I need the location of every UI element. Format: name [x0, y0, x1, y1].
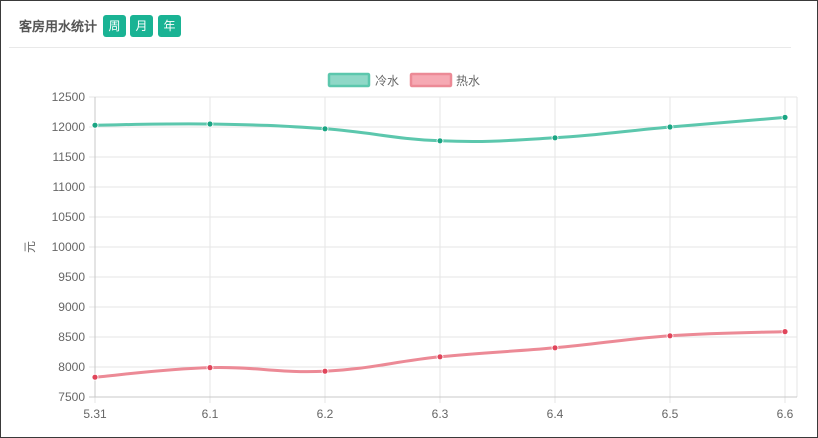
y-tick-label: 7500 — [58, 390, 85, 404]
y-axis-label: 元 — [23, 241, 37, 253]
data-point-cold[interactable] — [436, 137, 444, 145]
y-tick-label: 10500 — [52, 210, 86, 224]
legend: 冷水 热水 — [327, 72, 480, 88]
x-tick-label: 6.1 — [202, 407, 219, 421]
x-axis-ticks: 5.31 6.1 6.2 6.3 6.4 6.5 6.6 — [83, 407, 793, 421]
week-button[interactable]: 周 — [103, 15, 126, 37]
data-point-hot[interactable] — [206, 364, 214, 372]
data-point-cold[interactable] — [666, 123, 674, 131]
panel-header: 客房用水统计 周 月 年 — [9, 11, 791, 48]
data-point-hot[interactable] — [551, 344, 559, 352]
series-points — [91, 114, 789, 381]
data-point-cold[interactable] — [321, 125, 329, 133]
legend-swatch-hot[interactable] — [409, 72, 453, 88]
data-point-hot[interactable] — [666, 332, 674, 340]
x-tick-label: 6.6 — [777, 407, 794, 421]
data-point-hot[interactable] — [91, 373, 99, 381]
y-tick-label: 10000 — [52, 240, 86, 254]
data-point-hot[interactable] — [321, 367, 329, 375]
x-tick-label: 6.5 — [662, 407, 679, 421]
panel-title: 客房用水统计 — [19, 19, 98, 34]
data-point-cold[interactable] — [781, 114, 789, 121]
y-tick-label: 8000 — [58, 360, 85, 374]
y-tick-label: 12000 — [52, 120, 86, 134]
data-point-cold[interactable] — [206, 120, 214, 128]
month-button[interactable]: 月 — [130, 15, 153, 37]
y-axis-ticks: 12500 12000 11500 11000 10500 10000 9500 9000 85… — [52, 90, 86, 404]
legend-label-hot[interactable]: 热水 — [456, 74, 480, 88]
data-point-hot[interactable] — [781, 328, 789, 336]
x-tick-label: 6.4 — [547, 407, 564, 421]
year-button[interactable]: 年 — [158, 15, 181, 37]
data-point-hot[interactable] — [436, 353, 444, 361]
data-point-cold[interactable] — [91, 121, 99, 129]
legend-swatch-cold[interactable] — [327, 72, 371, 88]
x-tick-label: 6.3 — [432, 407, 449, 421]
x-tick-label: 5.31 — [83, 407, 107, 421]
y-tick-label: 11000 — [53, 180, 86, 194]
y-tick-label: 12500 — [52, 90, 86, 104]
y-tick-label: 8500 — [58, 330, 85, 344]
data-point-cold[interactable] — [551, 134, 559, 142]
y-tick-label: 9000 — [58, 300, 85, 314]
y-tick-label: 11500 — [53, 150, 86, 164]
legend-label-cold[interactable]: 冷水 — [375, 74, 399, 88]
y-tick-label: 9500 — [58, 270, 85, 284]
x-tick-label: 6.2 — [317, 407, 334, 421]
